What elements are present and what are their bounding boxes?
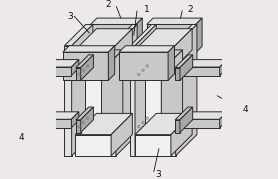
Polygon shape (135, 113, 192, 135)
Polygon shape (171, 113, 192, 156)
Polygon shape (168, 46, 175, 80)
Polygon shape (145, 71, 161, 135)
Text: 4: 4 (19, 133, 24, 142)
Polygon shape (75, 29, 132, 50)
Polygon shape (119, 52, 168, 80)
Polygon shape (34, 112, 79, 119)
Polygon shape (220, 60, 227, 76)
Polygon shape (71, 112, 79, 128)
Polygon shape (135, 50, 171, 71)
Polygon shape (183, 119, 220, 128)
Polygon shape (175, 120, 180, 132)
Polygon shape (75, 50, 111, 71)
Polygon shape (183, 112, 227, 119)
Polygon shape (183, 67, 220, 76)
Polygon shape (63, 46, 115, 52)
Polygon shape (130, 25, 156, 46)
Polygon shape (135, 135, 171, 156)
Polygon shape (119, 46, 175, 52)
Polygon shape (111, 25, 137, 46)
Polygon shape (145, 50, 183, 71)
Text: 3: 3 (67, 12, 73, 21)
Polygon shape (176, 25, 197, 156)
Polygon shape (171, 25, 197, 46)
Polygon shape (175, 107, 193, 120)
Polygon shape (34, 119, 71, 128)
Polygon shape (101, 50, 123, 135)
Polygon shape (147, 18, 202, 25)
Polygon shape (111, 29, 132, 71)
Polygon shape (180, 107, 193, 132)
Polygon shape (171, 46, 176, 156)
Polygon shape (85, 71, 101, 135)
Polygon shape (180, 55, 193, 80)
Polygon shape (136, 18, 142, 53)
Text: 2: 2 (187, 5, 193, 14)
Polygon shape (183, 60, 227, 67)
Polygon shape (161, 50, 183, 135)
Polygon shape (116, 25, 137, 156)
Polygon shape (175, 55, 193, 68)
Polygon shape (34, 67, 71, 76)
Polygon shape (75, 135, 111, 156)
Polygon shape (63, 52, 108, 80)
Polygon shape (85, 50, 123, 71)
Polygon shape (75, 113, 132, 135)
Text: 1: 1 (144, 5, 149, 14)
Polygon shape (71, 60, 79, 76)
Polygon shape (81, 107, 93, 132)
Polygon shape (111, 46, 116, 156)
Polygon shape (111, 113, 132, 156)
Polygon shape (72, 25, 93, 156)
Polygon shape (196, 18, 202, 53)
Text: 2: 2 (106, 1, 111, 9)
Polygon shape (147, 25, 196, 53)
Polygon shape (135, 29, 192, 50)
Polygon shape (135, 25, 156, 156)
Polygon shape (175, 68, 180, 80)
Polygon shape (81, 55, 93, 80)
Polygon shape (34, 60, 79, 67)
Text: 4: 4 (243, 105, 249, 114)
Polygon shape (64, 46, 72, 156)
Polygon shape (76, 68, 81, 80)
Polygon shape (171, 29, 192, 71)
Polygon shape (76, 55, 93, 68)
Polygon shape (64, 25, 93, 46)
Polygon shape (220, 112, 227, 128)
Polygon shape (91, 25, 136, 53)
Polygon shape (76, 107, 93, 120)
Polygon shape (91, 18, 142, 25)
Polygon shape (76, 120, 81, 132)
Text: 3: 3 (155, 170, 161, 179)
Polygon shape (130, 46, 135, 156)
Polygon shape (108, 46, 115, 80)
